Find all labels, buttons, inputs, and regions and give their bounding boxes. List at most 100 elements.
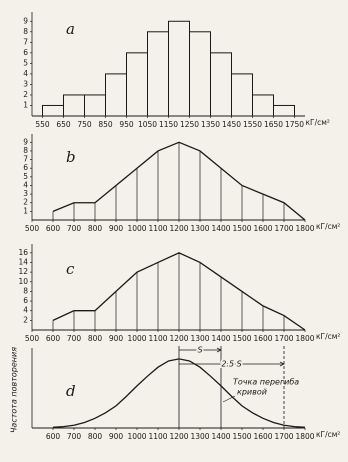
x-tick-label: 1700 <box>274 432 293 441</box>
bar <box>63 94 85 117</box>
x-tick-label: 550 <box>35 120 50 129</box>
bar <box>210 52 232 117</box>
x-tick-label: 1450 <box>222 120 241 129</box>
span-label: 2.5 S <box>221 360 241 369</box>
x-tick-label: 1800 <box>295 224 314 233</box>
x-tick-label: 1300 <box>190 224 209 233</box>
x-tick-label: 1800 <box>295 432 314 441</box>
x-tick-label: 1300 <box>190 432 209 441</box>
x-tick-label: 1500 <box>232 334 251 343</box>
y-tick-label: 9 <box>23 137 28 146</box>
y-tick-label: 5 <box>23 172 28 181</box>
x-tick-label: 1100 <box>148 334 167 343</box>
x-tick-label: 1100 <box>148 224 167 233</box>
bar <box>42 104 64 117</box>
x-tick-label: 1600 <box>253 432 272 441</box>
x-tick-label: 1300 <box>190 334 209 343</box>
y-tick-label: 1 <box>23 100 28 109</box>
bar <box>252 94 274 117</box>
annotation: кривой <box>237 388 267 397</box>
y-tick-label: 8 <box>23 286 28 295</box>
y-tick-label: 14 <box>18 257 28 266</box>
x-tick-label: 500 <box>25 224 40 233</box>
bar <box>273 104 295 117</box>
y-tick-label: 6 <box>23 296 28 305</box>
x-tick-label: 950 <box>119 120 134 129</box>
y-tick-label: 10 <box>18 277 28 286</box>
x-tick-label: 700 <box>67 334 82 343</box>
y-tick-label: 7 <box>23 155 28 164</box>
annotation-pointer <box>222 395 236 403</box>
x-tick-label: 1500 <box>232 432 251 441</box>
y-tick-label: 12 <box>18 267 28 276</box>
x-tick-label: 750 <box>77 120 92 129</box>
bar <box>147 31 169 117</box>
x-tick-label: 1500 <box>232 224 251 233</box>
panel-label: c <box>66 260 75 278</box>
x-tick-label: 800 <box>88 224 103 233</box>
y-tick-label: 4 <box>23 306 28 315</box>
y-tick-label: 1 <box>23 206 28 215</box>
x-tick-label: 1400 <box>211 432 230 441</box>
x-tick-label: 1150 <box>159 120 178 129</box>
panel-label: a <box>66 20 75 38</box>
x-tick-label: 650 <box>56 120 71 129</box>
x-tick-label: 700 <box>67 432 82 441</box>
y-tick-label: 9 <box>23 16 28 25</box>
y-tick-label: 2 <box>23 90 28 99</box>
x-tick-label: 1250 <box>180 120 199 129</box>
x-unit: кГ/см² <box>316 222 340 231</box>
x-tick-label: 700 <box>67 224 82 233</box>
x-tick-label: 1750 <box>285 120 304 129</box>
x-unit: кГ/см² <box>316 332 340 341</box>
x-tick-label: 800 <box>88 334 103 343</box>
x-tick-label: 1000 <box>127 432 146 441</box>
x-tick-label: 900 <box>109 224 124 233</box>
y-tick-label: 3 <box>23 79 28 88</box>
x-tick-label: 600 <box>46 334 61 343</box>
panel-label: b <box>66 148 76 166</box>
x-tick-label: 1400 <box>211 334 230 343</box>
arrow-head <box>279 361 285 367</box>
x-tick-label: 1000 <box>127 334 146 343</box>
y-tick-label: 5 <box>23 58 28 67</box>
x-tick-label: 800 <box>88 432 103 441</box>
bar <box>168 20 190 117</box>
y-axis-label: Частота повторения <box>10 347 19 433</box>
y-tick-label: 7 <box>23 37 28 46</box>
x-tick-label: 600 <box>46 224 61 233</box>
x-tick-label: 600 <box>46 432 61 441</box>
x-tick-label: 1700 <box>274 334 293 343</box>
y-tick-label: 2 <box>23 198 28 207</box>
x-tick-label: 850 <box>98 120 113 129</box>
x-tick-label: 1100 <box>148 432 167 441</box>
bar <box>126 52 148 117</box>
panel-label: d <box>66 382 76 400</box>
x-tick-label: 1400 <box>211 224 230 233</box>
x-tick-label: 1200 <box>169 224 188 233</box>
x-unit: кГ/см² <box>306 118 330 127</box>
x-tick-label: 900 <box>109 432 124 441</box>
y-tick-label: 2 <box>23 315 28 324</box>
y-tick-label: 4 <box>23 69 28 78</box>
y-tick-label: 8 <box>23 146 28 155</box>
x-tick-label: 1600 <box>253 334 272 343</box>
annotation: Точка перегиба <box>233 378 299 387</box>
x-tick-label: 1200 <box>169 432 188 441</box>
x-tick-label: 1650 <box>264 120 283 129</box>
x-tick-label: 900 <box>109 334 124 343</box>
arrow-head <box>216 347 222 353</box>
x-tick-label: 1600 <box>253 224 272 233</box>
y-tick-label: 4 <box>23 180 28 189</box>
x-tick-label: 500 <box>25 334 40 343</box>
x-tick-label: 1050 <box>138 120 157 129</box>
x-tick-label: 1700 <box>274 224 293 233</box>
x-tick-label: 1200 <box>169 334 188 343</box>
bar <box>84 94 106 117</box>
y-tick-label: 6 <box>23 163 28 172</box>
y-tick-label: 3 <box>23 189 28 198</box>
x-tick-label: 1000 <box>127 224 146 233</box>
y-tick-label: 6 <box>23 48 28 57</box>
x-tick-label: 1550 <box>243 120 262 129</box>
